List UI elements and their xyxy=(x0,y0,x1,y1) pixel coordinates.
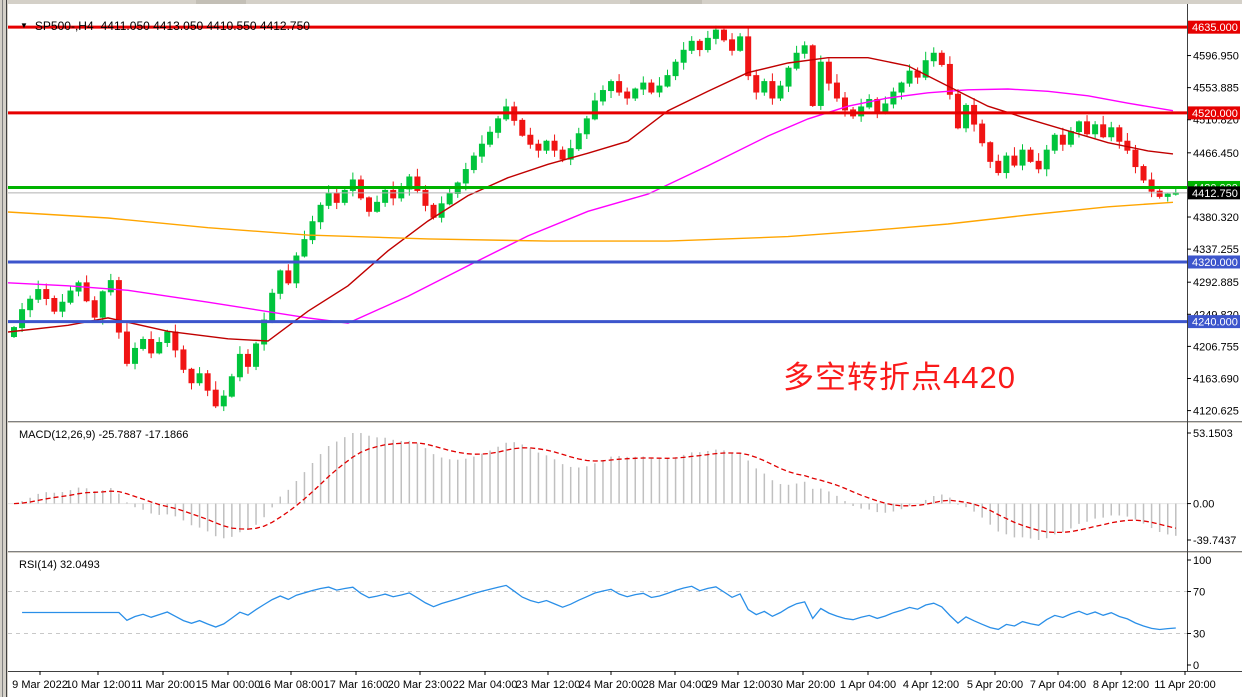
macd-panel[interactable]: 53.1503 0.00 -39.7437 xyxy=(8,428,1236,547)
rsi-line xyxy=(22,584,1176,631)
svg-text:0: 0 xyxy=(1193,660,1199,672)
chart-title: ▼ SP500-,H4 4411.050 4413.050 4410.550 4… xyxy=(20,19,310,33)
chart-frame: 4596.950 4553.885 4510.820 4466.450 4380.320… xyxy=(8,4,1242,697)
svg-text:4380.320: 4380.320 xyxy=(1193,212,1239,224)
svg-text:4466.450: 4466.450 xyxy=(1193,148,1239,160)
svg-text:4120.625: 4120.625 xyxy=(1193,406,1239,418)
ma-orange[interactable] xyxy=(8,201,1174,242)
price-badge-4635.000: 4635.000 xyxy=(1188,20,1240,34)
symbol-dropdown-icon[interactable]: ▼ xyxy=(20,21,28,30)
svg-text:4596.950: 4596.950 xyxy=(1193,51,1239,63)
svg-text:4553.885: 4553.885 xyxy=(1193,83,1239,95)
macd-indicator-label: MACD(12,26,9) -25.7887 -17.1866 xyxy=(19,429,189,441)
svg-text:16 Mar 08:00: 16 Mar 08:00 xyxy=(259,679,324,691)
svg-text:11 Mar 20:00: 11 Mar 20:00 xyxy=(131,679,195,691)
svg-text:7 Apr 04:00: 7 Apr 04:00 xyxy=(1030,679,1086,691)
svg-text:4520.000: 4520.000 xyxy=(1192,108,1238,120)
symbol-period-label: SP500-,H4 xyxy=(34,19,94,33)
rsi-indicator-label: RSI(14) 32.0493 xyxy=(19,559,100,571)
chart-canvas[interactable]: 4596.9504553.8854510.8204466.4504380.320… xyxy=(8,4,1242,697)
svg-text:17 Mar 16:00: 17 Mar 16:00 xyxy=(324,679,389,691)
svg-text:29 Mar 12:00: 29 Mar 12:00 xyxy=(706,679,771,691)
svg-text:22 Mar 04:00: 22 Mar 04:00 xyxy=(453,679,518,691)
window-edge xyxy=(2,0,3,697)
price-badge-4520.000: 4520.000 xyxy=(1188,106,1240,120)
macd-signal-line xyxy=(13,442,1176,534)
svg-text:4240.000: 4240.000 xyxy=(1192,317,1238,329)
ohlc-values: 4411.050 4413.050 4410.550 4412.750 xyxy=(100,19,310,33)
price-badge-4240.000: 4240.000 xyxy=(1188,315,1240,329)
price-axis[interactable]: 4596.9504553.8854510.8204466.4504380.320… xyxy=(1187,20,1240,418)
svg-text:4 Apr 12:00: 4 Apr 12:00 xyxy=(903,679,959,691)
ma-darkred[interactable] xyxy=(8,57,1174,342)
svg-text:100: 100 xyxy=(1193,555,1211,567)
svg-text:4320.000: 4320.000 xyxy=(1192,257,1238,269)
text-annotation: 多空转折点4420 xyxy=(783,360,1016,395)
svg-text:1 Apr 04:00: 1 Apr 04:00 xyxy=(840,679,896,691)
svg-text:4206.755: 4206.755 xyxy=(1193,341,1239,353)
svg-text:4635.000: 4635.000 xyxy=(1192,22,1238,34)
svg-text:5 Apr 20:00: 5 Apr 20:00 xyxy=(967,679,1023,691)
svg-text:-39.7437: -39.7437 xyxy=(1193,535,1236,547)
toolbar-remnant xyxy=(196,0,246,5)
svg-text:9 Mar 2022: 9 Mar 2022 xyxy=(12,679,68,691)
svg-text:53.1503: 53.1503 xyxy=(1193,428,1233,440)
ma-magenta[interactable] xyxy=(8,88,1174,324)
price-badge-4412.750: 4412.750 xyxy=(1188,186,1240,200)
svg-text:23 Mar 12:00: 23 Mar 12:00 xyxy=(516,679,581,691)
svg-text:10 Mar 12:00: 10 Mar 12:00 xyxy=(66,679,131,691)
toolbar-remnant xyxy=(630,0,702,6)
svg-text:4337.255: 4337.255 xyxy=(1193,244,1239,256)
svg-text:8 Apr 12:00: 8 Apr 12:00 xyxy=(1093,679,1149,691)
window-edge xyxy=(6,0,7,697)
svg-text:11 Apr 20:00: 11 Apr 20:00 xyxy=(1154,679,1216,691)
price-badge-4320.000: 4320.000 xyxy=(1188,255,1240,269)
svg-text:20 Mar 23:00: 20 Mar 23:00 xyxy=(388,679,453,691)
rsi-panel[interactable]: 100 70 30 0 xyxy=(8,555,1211,672)
svg-text:24 Mar 20:00: 24 Mar 20:00 xyxy=(579,679,644,691)
svg-text:15 Mar 00:00: 15 Mar 00:00 xyxy=(196,679,261,691)
svg-text:28 Mar 04:00: 28 Mar 04:00 xyxy=(643,679,708,691)
svg-text:4292.885: 4292.885 xyxy=(1193,277,1239,289)
svg-text:4412.750: 4412.750 xyxy=(1192,188,1238,200)
svg-text:30 Mar 20:00: 30 Mar 20:00 xyxy=(771,679,836,691)
svg-text:4163.690: 4163.690 xyxy=(1193,373,1239,385)
svg-text:70: 70 xyxy=(1193,587,1205,599)
svg-text:0.00: 0.00 xyxy=(1193,499,1214,511)
svg-text:30: 30 xyxy=(1193,629,1205,641)
